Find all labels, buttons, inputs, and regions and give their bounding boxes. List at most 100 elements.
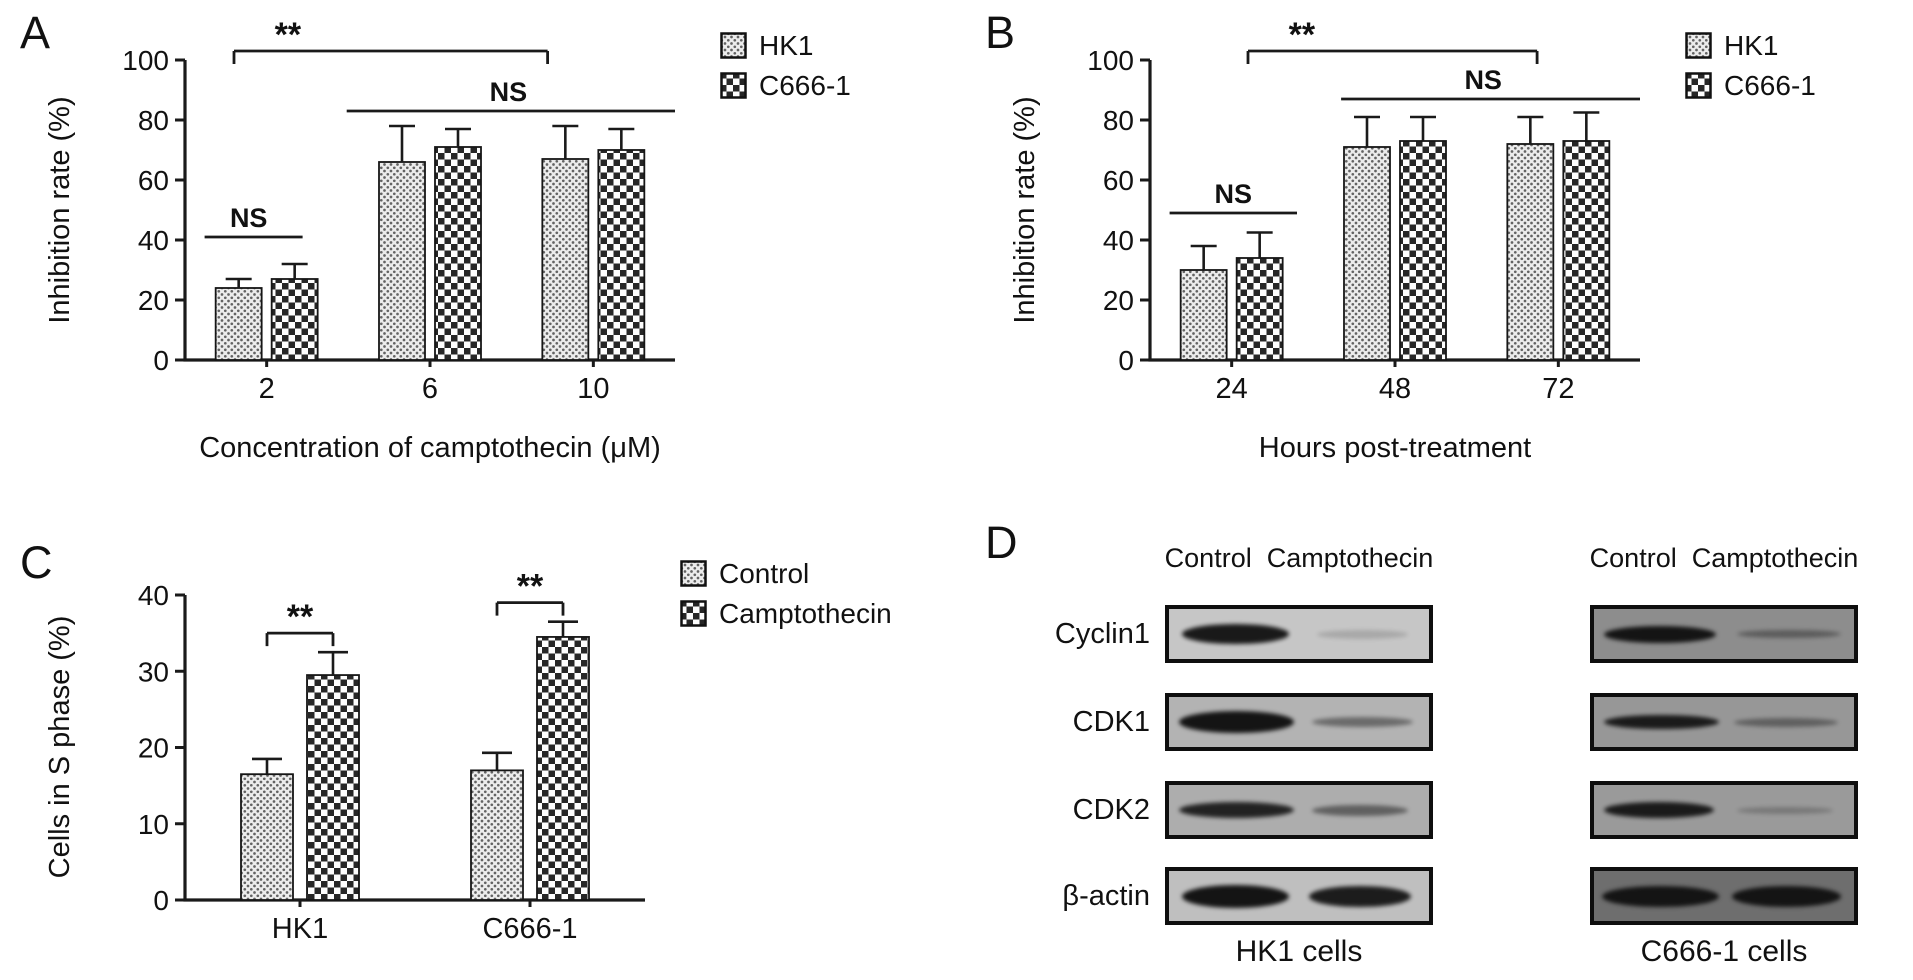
panel-b-legend: HK1 C666-1 — [1685, 32, 1816, 101]
panel-b: B Inhibition rate (%) 0 20 40 60 80 100 24 48 72… — [985, 10, 1885, 510]
bar-C666-1-72 — [1562, 140, 1611, 361]
panel-b-letter: B — [985, 7, 1016, 58]
blot-group-label-hk1: HK1 cells — [1235, 935, 1363, 968]
y-tick-label: 30 — [138, 656, 169, 687]
panel-a: A Inhibition rate (%) 0 20 40 60 80 100 2 6 10 NS… — [20, 10, 920, 510]
significance-label: NS — [1464, 65, 1502, 95]
legend-item-c666-1: C666-1 — [1685, 70, 1816, 101]
legend-item-c666-1: C666-1 — [720, 70, 851, 101]
panel-a-y-axis-title: Inhibition rate (%) — [44, 96, 76, 324]
y-tick-label: 20 — [1103, 285, 1134, 316]
significance-label: NS — [490, 77, 528, 107]
significance-label: NS — [1215, 179, 1253, 209]
c666-1-swatch-icon — [1685, 72, 1712, 99]
y-tick-label: 60 — [1103, 165, 1134, 196]
bar-HK1-2 — [214, 287, 263, 361]
blot-band — [1179, 711, 1294, 733]
x-category-label: C666-1 — [482, 913, 577, 945]
blot-row-3-c666-1-box — [1590, 867, 1858, 925]
y-tick-label: 80 — [138, 105, 169, 136]
bar-HK1-72 — [1506, 143, 1555, 361]
blot-band — [1731, 885, 1841, 907]
blot-band — [1312, 717, 1414, 727]
panel-a-letter: A — [20, 7, 51, 58]
blot-col-header-left: Control Camptothecin — [1164, 543, 1434, 573]
y-tick-label: 80 — [1103, 105, 1134, 136]
panel-d-letter: D — [985, 517, 1018, 568]
blot-row-label-2: CDK2 — [1072, 794, 1150, 826]
y-tick-label: 40 — [138, 225, 169, 256]
bar-C666-1-10 — [597, 149, 646, 361]
blot-row-2-c666-1-box — [1590, 781, 1858, 839]
x-category-label: 2 — [259, 373, 275, 405]
bar-C666-1-48 — [1399, 140, 1447, 361]
x-category-label: 24 — [1216, 373, 1248, 405]
blot-row-1-c666-1-box — [1590, 693, 1858, 751]
x-category-label: 6 — [422, 373, 438, 405]
panel-b-x-axis-title: Hours post-treatment — [1258, 432, 1532, 464]
camptothecin-swatch-icon — [680, 600, 707, 627]
blot-band — [1604, 802, 1714, 818]
bar-C666-1-6 — [434, 146, 482, 361]
y-tick-label: 0 — [153, 345, 169, 376]
bar-Camptothecin-HK1 — [306, 674, 360, 901]
blot-group-label-c666-1: C666-1 cells — [1640, 935, 1808, 968]
panel-c: C Cells in S phase (%) 0 10 20 30 40 HK1 C666-… — [20, 530, 920, 980]
y-tick-label: 20 — [138, 285, 169, 316]
y-tick-label: 20 — [138, 733, 169, 764]
y-tick-label: 0 — [1118, 345, 1134, 376]
bar-HK1-6 — [378, 161, 426, 361]
y-tick-label: 60 — [138, 165, 169, 196]
panel-a-legend: HK1 C666-1 — [720, 32, 851, 101]
blot-rows: Cyclin1 CDK1 CDK2 β-actin — [985, 515, 1913, 980]
y-tick-label: 10 — [138, 809, 169, 840]
legend-swatch-rect — [720, 72, 747, 99]
panel-b-y-axis-title: Inhibition rate (%) — [1009, 96, 1041, 324]
y-tick-label: 40 — [138, 580, 169, 611]
panel-c-letter: C — [20, 537, 53, 588]
blot-band — [1737, 806, 1834, 814]
panel-c-y-axis-title: Cells in S phase (%) — [44, 615, 76, 879]
significance-label: ** — [1289, 16, 1316, 54]
bar-C666-1-2 — [270, 278, 319, 361]
legend-swatch-rect — [680, 560, 707, 587]
blot-band — [1604, 715, 1719, 729]
panel-b-chart: 0 20 40 60 80 100 24 48 72 NS ** NS — [1087, 16, 1640, 405]
significance-label: NS — [230, 203, 268, 233]
blot-band — [1604, 625, 1717, 643]
blot-band — [1182, 884, 1289, 908]
legend-label-c666-1: C666-1 — [759, 70, 851, 101]
blot-band — [1182, 624, 1289, 644]
bar-Control-C666-1 — [470, 769, 524, 901]
blot-col-header-right: Control Camptothecin — [1589, 543, 1859, 573]
legend-label-c666-1: C666-1 — [1724, 70, 1816, 101]
blot-band — [1737, 630, 1841, 638]
y-tick-label: 100 — [1087, 45, 1134, 76]
legend-label-control: Control — [719, 558, 810, 589]
blot-band — [1179, 802, 1294, 818]
blot-row-0-c666-1-box — [1590, 605, 1858, 663]
blot-row-3-hk1-box — [1165, 867, 1433, 925]
legend-swatch-rect — [680, 600, 707, 627]
blot-row-1-hk1-box — [1165, 693, 1433, 751]
hk1-swatch-icon — [720, 32, 747, 59]
blot-band — [1317, 629, 1409, 639]
blot-row-label-0: Cyclin1 — [1054, 618, 1150, 650]
panel-a-x-axis-title: Concentration of camptothecin (μM) — [199, 432, 661, 464]
hk1-swatch-icon — [1685, 32, 1712, 59]
blot-band — [1312, 804, 1409, 816]
blot-band — [1309, 885, 1411, 907]
panel-c-chart: 0 10 20 30 40 HK1 C666-1 ** ** — [138, 568, 645, 945]
y-tick-label: 40 — [1103, 225, 1134, 256]
bar-HK1-24 — [1179, 269, 1228, 361]
legend-item-camptothecin: Camptothecin — [680, 600, 892, 628]
y-tick-label: 0 — [153, 885, 169, 916]
panel-c-legend: Control Camptothecin — [680, 558, 892, 628]
significance-label: ** — [275, 16, 302, 54]
bar-Camptothecin-C666-1 — [536, 636, 590, 901]
legend-swatch-rect — [1685, 72, 1712, 99]
x-category-label: 72 — [1542, 373, 1574, 405]
legend-item-hk1: HK1 — [1685, 32, 1816, 60]
x-category-label: 48 — [1379, 373, 1411, 405]
